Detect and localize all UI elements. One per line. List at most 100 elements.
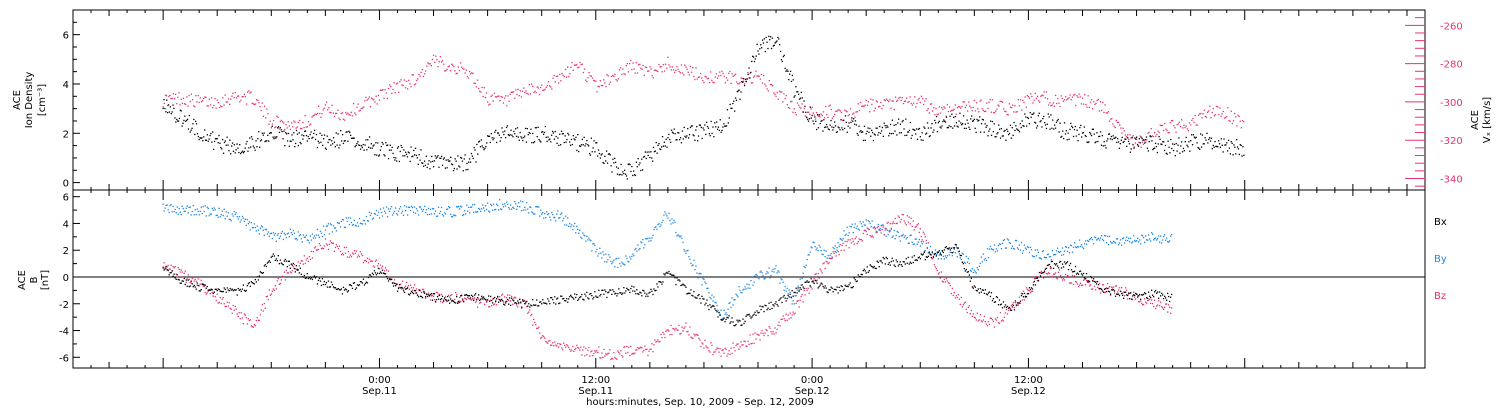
vx-point	[1156, 133, 1158, 136]
bz-point	[547, 342, 549, 344]
bz-point	[742, 344, 744, 346]
bx-point	[538, 305, 540, 307]
density-point	[209, 134, 211, 137]
bx-point	[199, 290, 201, 292]
density-point	[479, 146, 482, 148]
bz-point	[609, 349, 611, 351]
by-point	[544, 213, 546, 215]
by-point	[1145, 235, 1147, 237]
bz-point	[439, 301, 442, 303]
vx-point	[790, 101, 792, 103]
by-point	[1158, 235, 1160, 237]
density-point	[1039, 121, 1041, 123]
density-point	[257, 138, 259, 140]
bz-point	[499, 296, 501, 298]
density-point	[389, 144, 391, 146]
density-point	[1166, 153, 1168, 155]
density-y-tick-label: 0	[63, 179, 69, 190]
density-point	[287, 132, 290, 135]
by-point	[202, 205, 204, 208]
by-point	[1040, 258, 1043, 260]
bz-point	[376, 265, 379, 267]
vx-point	[769, 84, 772, 86]
by-point	[359, 222, 362, 224]
by-point	[618, 257, 620, 259]
density-point	[267, 134, 269, 136]
density-point	[923, 126, 925, 128]
vx-point	[835, 110, 837, 112]
bx-point	[373, 270, 376, 272]
bz-point	[303, 255, 305, 257]
density-point	[465, 169, 467, 171]
by-point	[206, 206, 208, 208]
by-point	[818, 244, 820, 246]
vx-point	[574, 64, 577, 66]
by-point	[632, 253, 634, 255]
bz-point	[744, 340, 746, 343]
density-point	[703, 129, 705, 131]
bz-point	[255, 319, 257, 322]
density-point	[1115, 136, 1117, 138]
bz-point	[648, 350, 650, 352]
density-point	[1152, 148, 1154, 151]
bx-point	[299, 267, 301, 269]
bz-point	[268, 289, 270, 291]
density-point	[518, 139, 520, 141]
density-point	[761, 39, 764, 41]
vx-point	[974, 110, 977, 112]
bx-point	[324, 283, 327, 286]
bz-point	[238, 312, 240, 314]
vx-point	[420, 71, 422, 74]
by-point	[586, 235, 588, 237]
by-point	[809, 251, 811, 253]
density-point	[258, 131, 260, 133]
vx-point	[1107, 111, 1110, 113]
bz-point	[838, 254, 840, 256]
vx-point	[587, 77, 589, 79]
vx-point	[1000, 100, 1003, 103]
bx-point	[312, 276, 315, 278]
bz-point	[174, 266, 176, 268]
bz-point	[369, 260, 372, 262]
density-point	[622, 171, 624, 173]
density-point	[825, 126, 827, 128]
by-point	[357, 225, 360, 227]
bz-point	[601, 352, 603, 354]
by-point	[1010, 247, 1013, 249]
vx-point	[929, 103, 932, 105]
density-point	[1171, 147, 1173, 150]
vx-point	[441, 60, 444, 62]
density-point	[564, 135, 566, 137]
bx-point	[606, 296, 608, 299]
bz-point	[594, 350, 596, 352]
density-point	[732, 102, 734, 105]
by-point	[1061, 247, 1064, 249]
density-point	[540, 141, 542, 143]
vx-point	[517, 88, 519, 90]
bx-point	[412, 292, 415, 295]
vx-point	[508, 100, 510, 102]
bz-point	[1020, 292, 1023, 294]
bx-point	[481, 295, 483, 297]
density-point	[440, 157, 442, 159]
vx-point	[253, 103, 256, 106]
bz-point	[441, 301, 444, 304]
by-point	[1051, 249, 1054, 252]
bz-point	[1023, 299, 1026, 301]
by-point	[442, 215, 445, 217]
bz-point	[1122, 292, 1124, 294]
vx-point	[977, 108, 979, 110]
bz-point	[252, 326, 254, 328]
density-point	[213, 140, 216, 143]
vx-point	[796, 102, 799, 104]
bz-point	[1103, 291, 1106, 294]
by-point	[520, 200, 522, 202]
vx-point	[1196, 124, 1199, 126]
bz-point	[923, 233, 925, 235]
vx-point	[227, 98, 230, 100]
by-point	[1008, 242, 1011, 244]
density-point	[836, 131, 838, 133]
bz-point	[695, 333, 697, 336]
bx-point	[327, 280, 330, 282]
by-point	[831, 256, 833, 258]
